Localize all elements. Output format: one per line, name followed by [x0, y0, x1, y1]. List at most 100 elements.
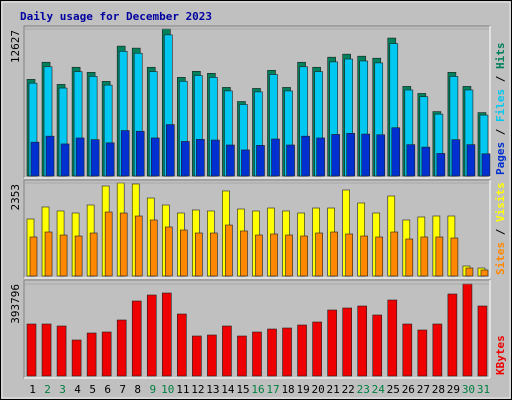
bar: [360, 235, 369, 277]
y-tick-label: 12627: [9, 30, 22, 63]
bar: [330, 231, 338, 277]
x-tick-label: 2: [44, 383, 51, 396]
bar: [120, 130, 130, 177]
x-tick-label: 4: [74, 383, 81, 396]
bar: [432, 323, 443, 377]
bar: [345, 233, 353, 277]
bar: [237, 335, 247, 377]
bar: [357, 305, 368, 377]
bar: [86, 332, 97, 377]
bar: [30, 141, 40, 177]
x-tick-label: 20: [312, 383, 325, 396]
bar: [207, 334, 217, 377]
bar: [105, 142, 115, 177]
legend: KBytes: [494, 335, 507, 375]
bar: [41, 323, 52, 377]
legend-separator: /: [494, 222, 507, 242]
bar: [481, 153, 491, 177]
y-tick-label: 2353: [9, 184, 22, 211]
x-tick-label: 10: [161, 383, 174, 396]
legend-entry: Files: [494, 89, 507, 122]
x-tick-label: 28: [432, 383, 445, 396]
bar: [316, 137, 325, 177]
x-tick-label: 31: [477, 383, 490, 396]
bar: [331, 134, 340, 177]
legend: Pages / Files / Hits: [494, 43, 507, 176]
bar: [421, 146, 431, 177]
bar: [165, 124, 175, 177]
x-tick-label: 23: [357, 383, 370, 396]
x-tick-label: 17: [266, 383, 279, 396]
legend-entry: KBytes: [494, 335, 507, 375]
x-tick-label: 30: [462, 383, 475, 396]
bar: [255, 234, 263, 277]
y-tick-label: 393796: [9, 284, 22, 324]
bar: [195, 232, 203, 277]
x-tick-label: 1: [29, 383, 36, 396]
chart-title: Daily usage for December 2023: [20, 10, 212, 23]
x-tick-label: 7: [119, 383, 126, 396]
x-tick-label: 26: [402, 383, 415, 396]
bar: [462, 283, 473, 377]
x-tick-label: 22: [342, 383, 355, 396]
bar: [241, 149, 250, 177]
bar: [119, 212, 128, 277]
bar: [164, 226, 173, 277]
bar: [240, 230, 248, 277]
x-tick-label: 8: [134, 383, 141, 396]
bar: [56, 325, 67, 377]
x-tick-label: 12: [191, 383, 204, 396]
bar: [134, 215, 143, 277]
bar: [146, 294, 157, 377]
bar: [417, 329, 428, 377]
bar: [150, 137, 160, 177]
bar: [436, 153, 446, 177]
bar: [271, 138, 280, 177]
legend-entry: Pages: [494, 142, 507, 175]
x-tick-label: 11: [176, 383, 189, 396]
bar: [181, 141, 190, 177]
bar: [196, 139, 205, 177]
x-tick-label: 13: [206, 383, 219, 396]
bar: [477, 305, 488, 377]
x-tick-label: 18: [281, 383, 294, 396]
bar: [342, 307, 352, 377]
legend: Sites / Visits: [494, 182, 507, 275]
bar: [59, 234, 68, 277]
bar: [210, 232, 218, 277]
bar: [300, 235, 308, 277]
bar: [466, 144, 476, 177]
bar: [74, 235, 83, 277]
x-tick-label: 25: [387, 383, 400, 396]
bar: [390, 231, 399, 277]
bar: [402, 323, 413, 377]
x-tick-label: 16: [251, 383, 264, 396]
bar: [135, 130, 145, 177]
x-tick-label: 27: [417, 383, 430, 396]
bar: [252, 331, 262, 377]
x-tick-label: 29: [447, 383, 460, 396]
bar: [26, 323, 37, 377]
bar: [361, 133, 371, 177]
bar: [101, 331, 112, 377]
bar: [376, 134, 386, 177]
bar: [406, 144, 416, 177]
bar: [387, 299, 398, 377]
bar: [60, 143, 70, 177]
bar: [149, 219, 158, 277]
bar: [465, 267, 474, 277]
bar: [346, 133, 355, 177]
bar: [285, 234, 293, 277]
bar: [104, 211, 113, 277]
bar: [301, 135, 310, 177]
x-tick-label: 14: [221, 383, 235, 396]
bar: [222, 325, 232, 377]
bar: [161, 292, 172, 377]
x-tick-label: 9: [149, 383, 156, 396]
bar: [29, 236, 38, 277]
bar: [286, 144, 295, 177]
bar: [90, 139, 100, 177]
bar: [315, 232, 323, 277]
